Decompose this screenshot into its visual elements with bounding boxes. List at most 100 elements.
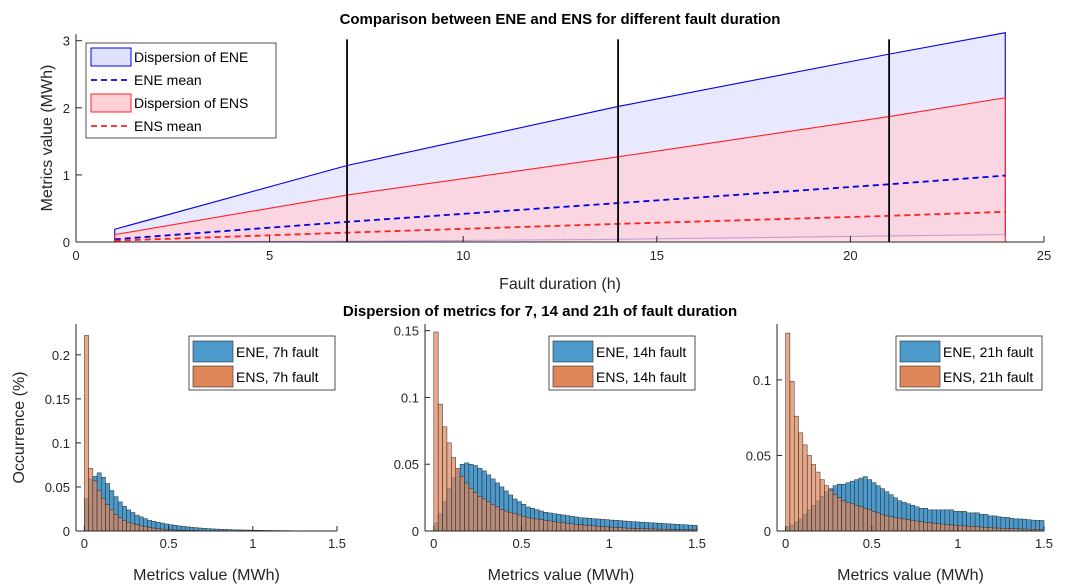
x-tick-label: 0 — [81, 536, 88, 551]
hist-bar — [538, 519, 544, 532]
y-tick-label: 0.1 — [401, 390, 419, 405]
hist-bar — [927, 522, 933, 532]
x-tick-label: 0.5 — [160, 536, 178, 551]
y-tick-label: 0.15 — [394, 324, 419, 339]
hist-bar — [613, 527, 619, 532]
legend-swatch — [899, 365, 941, 388]
hist-bar — [849, 503, 855, 532]
hist-bar — [802, 444, 808, 532]
hist-bar — [113, 514, 119, 532]
hist-bar — [143, 526, 148, 532]
hist-bar — [966, 525, 972, 532]
hist-bar — [109, 509, 115, 532]
legend-swatch — [552, 365, 594, 388]
hist-bar — [888, 516, 894, 532]
legend-swatch — [90, 47, 132, 67]
hist-bar — [931, 522, 937, 532]
x-tick-label: 0 — [782, 536, 789, 551]
hist-bar — [451, 457, 456, 532]
x-tick-label: 1.5 — [1035, 536, 1053, 551]
hist-bar — [512, 513, 518, 532]
y-tick-label: 0.05 — [746, 448, 771, 463]
y-tick-label: 3 — [63, 34, 70, 49]
y-tick-label: 0.1 — [52, 436, 70, 451]
hist-bar — [617, 527, 623, 532]
legend-entry: ENS, 7h fault — [236, 369, 319, 385]
x-tick-label: 1 — [249, 536, 256, 551]
hist-bar — [437, 403, 443, 532]
hist-bar — [582, 524, 588, 532]
hist-bar — [819, 479, 825, 532]
hist-bar — [854, 505, 860, 532]
hist-bar — [565, 523, 571, 532]
hist-bar — [468, 488, 474, 532]
hist-bar — [867, 509, 872, 532]
x-tick-label: 1.5 — [688, 536, 706, 551]
hist-bar — [789, 381, 795, 532]
hist-bar — [573, 524, 579, 532]
hist-bar — [828, 489, 834, 532]
hist-bar — [473, 492, 478, 532]
hist-bar — [130, 523, 136, 532]
hist-bar — [569, 523, 575, 532]
histogram-panel-1: 0 0.5 1 1.5 0 0.05 0.1 0.15 0.2 Metrics value (MW… — [11, 324, 346, 584]
x-tick-label: 15 — [650, 248, 664, 263]
legend: ENE, 7h fault ENS, 7h fault — [188, 335, 336, 391]
hist-bar — [503, 510, 509, 532]
hist-bar — [84, 335, 89, 532]
x-tick-label: 0 — [430, 536, 437, 551]
legend-entry: ENE, 14h fault — [596, 344, 686, 360]
y-tick-label: 0.05 — [394, 457, 419, 472]
hist-bar — [815, 471, 821, 532]
hist-bar — [595, 526, 601, 532]
y-axis-label: Occurrence (%) — [11, 371, 28, 483]
hist-bar — [587, 525, 592, 532]
hist-bar — [96, 490, 102, 532]
histogram-panel-3: 0 0.5 1 1.5 0 0.05 0.1 Metrics value (MWh) ENE, … — [746, 324, 1053, 584]
hist-bar — [600, 526, 606, 532]
y-tick-label: 0.05 — [45, 480, 70, 495]
hist-bar — [508, 512, 513, 532]
hist-bar — [547, 520, 553, 532]
x-tick-label: 0 — [72, 248, 79, 263]
hist-bar — [442, 426, 448, 532]
hist-bar — [521, 516, 527, 532]
hist-bar — [433, 331, 439, 532]
y-tick-label: 0 — [412, 524, 419, 539]
hist-bar — [578, 524, 584, 532]
hist-bar — [459, 475, 465, 532]
histogram-panel-2: 0 0.5 1 1.5 0 0.05 0.1 0.15 Metrics value (MWh) E… — [394, 324, 706, 584]
hist-bar — [560, 522, 566, 532]
legend-entry: Dispersion of ENE — [134, 49, 248, 65]
hist-bar — [871, 511, 877, 532]
hist-bar — [543, 520, 549, 532]
hist-bar — [923, 521, 928, 532]
legend-swatch — [899, 340, 941, 363]
hist-bar — [101, 498, 106, 532]
hist-bar — [147, 527, 153, 532]
legend-entry: Dispersion of ENS — [134, 95, 248, 111]
legend: Dispersion of ENE ENE mean Dispersion of E… — [85, 42, 277, 139]
x-tick-label: 1 — [606, 536, 613, 551]
hist-bar — [556, 521, 562, 532]
hist-bar — [811, 464, 817, 532]
x-axis-label: Metrics value (MWh) — [837, 567, 984, 584]
hist-bar — [464, 482, 470, 532]
hist-bar — [530, 518, 535, 532]
hist-bar — [893, 517, 898, 532]
hist-bar — [918, 521, 924, 532]
legend-entry: ENS mean — [134, 118, 202, 134]
hist-bar — [970, 526, 976, 532]
legend-entry: ENE, 21h fault — [943, 344, 1033, 360]
hist-bar — [785, 332, 791, 532]
hist-bar — [455, 467, 461, 532]
legend-swatch — [192, 365, 234, 388]
legend-entry: ENE mean — [134, 72, 202, 88]
hist-bar — [957, 525, 963, 532]
hist-bar — [138, 525, 144, 532]
hist-bar — [910, 520, 916, 532]
hist-bar — [905, 519, 911, 532]
hist-bar — [880, 514, 885, 532]
hist-bar — [105, 504, 110, 532]
hist-bar — [92, 480, 98, 532]
